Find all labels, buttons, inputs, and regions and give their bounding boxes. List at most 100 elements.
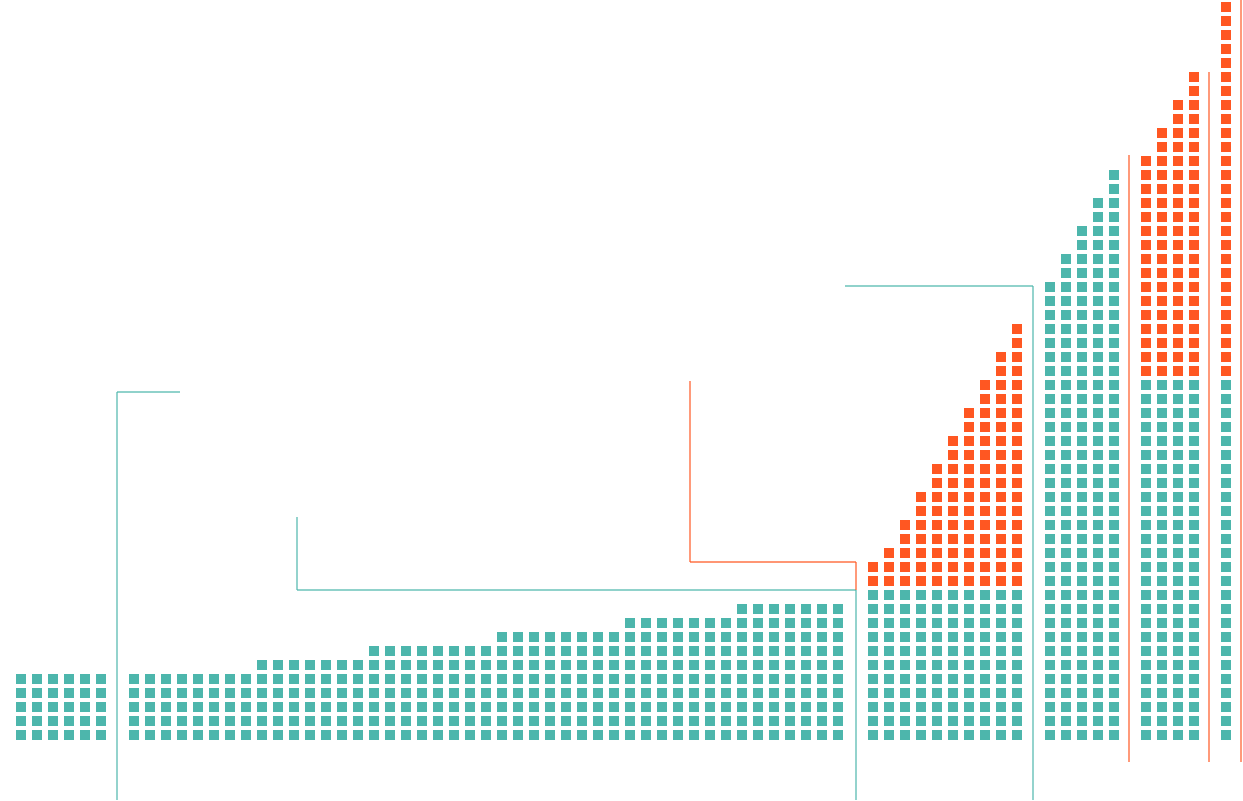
teal-unit-square — [513, 688, 523, 698]
column-group-g4 — [1045, 170, 1119, 740]
teal-unit-square — [737, 646, 747, 656]
orange-unit-square — [996, 422, 1006, 432]
teal-unit-square — [577, 702, 587, 712]
orange-unit-square — [1221, 254, 1231, 264]
teal-unit-square — [369, 674, 379, 684]
teal-unit-square — [641, 702, 651, 712]
orange-unit-square — [1189, 128, 1199, 138]
teal-unit-square — [481, 674, 491, 684]
teal-unit-square — [1189, 590, 1199, 600]
orange-unit-square — [980, 506, 990, 516]
teal-unit-square — [689, 688, 699, 698]
teal-unit-square — [932, 674, 942, 684]
teal-unit-square — [932, 646, 942, 656]
teal-unit-square — [129, 716, 139, 726]
teal-unit-square — [1061, 268, 1071, 278]
teal-unit-square — [1061, 520, 1071, 530]
teal-unit-square — [801, 730, 811, 740]
teal-unit-square — [1077, 226, 1087, 236]
teal-unit-square — [1045, 674, 1055, 684]
teal-unit-square — [785, 618, 795, 628]
teal-unit-square — [241, 702, 251, 712]
teal-unit-square — [657, 688, 667, 698]
teal-unit-square — [1093, 534, 1103, 544]
teal-unit-square — [1061, 548, 1071, 558]
teal-unit-square — [1061, 478, 1071, 488]
teal-unit-square — [1189, 464, 1199, 474]
teal-unit-square — [1061, 380, 1071, 390]
teal-unit-square — [1077, 548, 1087, 558]
teal-unit-square — [1173, 422, 1183, 432]
teal-unit-square — [369, 702, 379, 712]
teal-unit-square — [900, 660, 910, 670]
teal-unit-square — [1077, 478, 1087, 488]
teal-unit-square — [305, 674, 315, 684]
teal-unit-square — [96, 688, 106, 698]
teal-unit-square — [433, 716, 443, 726]
teal-unit-square — [257, 674, 267, 684]
orange-unit-square — [1221, 338, 1231, 348]
teal-unit-square — [96, 730, 106, 740]
teal-unit-square — [1077, 394, 1087, 404]
teal-unit-square — [273, 688, 283, 698]
column-group-g1 — [16, 674, 106, 740]
teal-unit-square — [1157, 408, 1167, 418]
teal-unit-square — [1189, 660, 1199, 670]
orange-unit-square — [1157, 142, 1167, 152]
teal-unit-square — [884, 618, 894, 628]
teal-unit-square — [785, 688, 795, 698]
teal-unit-square — [209, 716, 219, 726]
orange-unit-square — [1012, 408, 1022, 418]
orange-unit-square — [1141, 338, 1151, 348]
teal-unit-square — [1157, 478, 1167, 488]
teal-unit-square — [1109, 506, 1119, 516]
teal-unit-square — [1061, 646, 1071, 656]
teal-unit-square — [1109, 184, 1119, 194]
teal-unit-square — [1157, 534, 1167, 544]
teal-unit-square — [1093, 520, 1103, 530]
orange-unit-square — [964, 576, 974, 586]
teal-unit-square — [321, 730, 331, 740]
teal-unit-square — [753, 632, 763, 642]
teal-unit-square — [1173, 646, 1183, 656]
teal-unit-square — [1045, 716, 1055, 726]
teal-unit-square — [385, 660, 395, 670]
orange-unit-square — [1189, 254, 1199, 264]
teal-unit-square — [689, 660, 699, 670]
teal-unit-square — [48, 702, 58, 712]
teal-unit-square — [593, 632, 603, 642]
orange-unit-square — [1173, 282, 1183, 292]
teal-unit-square — [609, 702, 619, 712]
teal-unit-square — [513, 632, 523, 642]
teal-unit-square — [948, 674, 958, 684]
orange-unit-square — [1189, 170, 1199, 180]
orange-unit-square — [1141, 366, 1151, 376]
teal-unit-square — [916, 618, 926, 628]
orange-unit-square — [1012, 352, 1022, 362]
teal-unit-square — [900, 688, 910, 698]
teal-unit-square — [817, 660, 827, 670]
teal-unit-square — [1221, 534, 1231, 544]
teal-unit-square — [1061, 366, 1071, 376]
teal-unit-square — [465, 660, 475, 670]
orange-unit-square — [1012, 534, 1022, 544]
teal-unit-square — [1061, 296, 1071, 306]
teal-unit-square — [513, 702, 523, 712]
teal-unit-square — [1141, 506, 1151, 516]
orange-unit-square — [1221, 44, 1231, 54]
teal-unit-square — [1141, 408, 1151, 418]
teal-unit-square — [593, 730, 603, 740]
teal-unit-square — [641, 632, 651, 642]
teal-unit-square — [577, 674, 587, 684]
teal-unit-square — [289, 702, 299, 712]
orange-unit-square — [1012, 520, 1022, 530]
teal-unit-square — [884, 730, 894, 740]
teal-unit-square — [593, 660, 603, 670]
teal-unit-square — [1109, 198, 1119, 208]
orange-unit-square — [916, 548, 926, 558]
teal-unit-square — [1045, 646, 1055, 656]
teal-unit-square — [932, 590, 942, 600]
teal-unit-square — [884, 716, 894, 726]
teal-unit-square — [737, 618, 747, 628]
orange-unit-square — [1221, 170, 1231, 180]
